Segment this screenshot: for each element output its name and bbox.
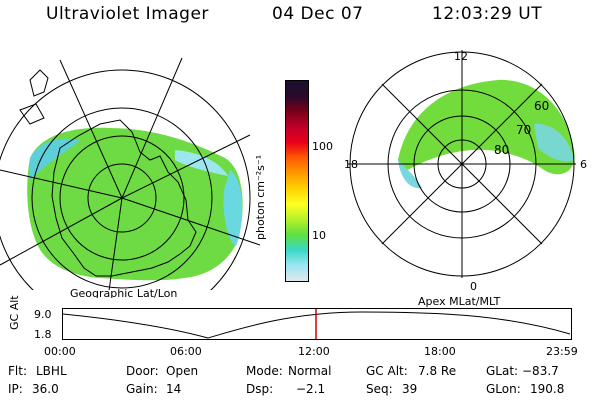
seq-value: 39 — [402, 382, 418, 396]
mode-value: Normal — [288, 364, 332, 378]
glat-label: GLat: — [486, 364, 519, 378]
altitude-curve — [62, 311, 571, 339]
glon-value: 190.8 — [530, 382, 565, 396]
altitude-ytick-1: 1.8 — [34, 328, 52, 341]
altitude-xtick-4: 23:59 — [546, 345, 578, 358]
date-label: 04 Dec 07 — [272, 4, 364, 24]
colorbar — [285, 80, 309, 282]
filter-label: Flt: — [8, 364, 27, 378]
altitude-xtick-2: 12:00 — [298, 345, 330, 358]
dsp-label: Dsp: — [246, 382, 274, 396]
door-label: Door: — [126, 364, 159, 378]
gain-value: 14 — [166, 382, 182, 396]
ip-value: 36.0 — [32, 382, 59, 396]
mlt-label-6: 6 — [580, 158, 587, 171]
colorbar-tick-10: 10 — [312, 229, 326, 242]
mlt-label-18: 18 — [344, 158, 358, 171]
gain-label: Gain: — [126, 382, 158, 396]
apex-caption: Apex MLat/MLT — [418, 295, 501, 308]
altitude-ylabel: GC Alt — [8, 295, 21, 330]
apex-polar-plot: 12 18 6 0 60 70 80 Apex MLat/MLT — [344, 50, 587, 308]
app-title: Ultraviolet Imager — [46, 4, 209, 24]
mlt-label-0: 0 — [470, 280, 477, 293]
gcalt-label: GC Alt: — [366, 364, 408, 378]
lat-label-70: 70 — [516, 123, 531, 137]
altitude-xtick-0: 00:00 — [44, 345, 76, 358]
altitude-xtick-3: 18:00 — [424, 345, 456, 358]
dsp-value: −2.1 — [296, 382, 326, 396]
time-label: 12:03:29 UT — [432, 4, 543, 24]
ip-label: IP: — [8, 382, 23, 396]
altitude-xtick-1: 06:00 — [170, 345, 202, 358]
glon-label: GLon: — [486, 382, 521, 396]
geographic-map: Geographic Lat/Lon — [0, 57, 260, 298]
filter-value: LBHL — [36, 364, 67, 378]
geographic-caption: Geographic Lat/Lon — [70, 287, 177, 298]
mode-label: Mode: — [246, 364, 283, 378]
colorbar-tick-100: 100 — [312, 140, 333, 153]
lat-label-80: 80 — [494, 143, 509, 157]
seq-label: Seq: — [366, 382, 393, 396]
door-value: Open — [166, 364, 199, 378]
altitude-ytick-9: 9.0 — [34, 308, 52, 321]
mlt-label-12: 12 — [454, 50, 468, 63]
altitude-plot — [62, 308, 572, 340]
lat-label-60: 60 — [534, 99, 549, 113]
gcalt-value: 7.8 Re — [418, 364, 457, 378]
glat-value: −83.7 — [522, 364, 559, 378]
colorbar-unit-label: photon cm⁻²s⁻¹ — [254, 154, 267, 240]
